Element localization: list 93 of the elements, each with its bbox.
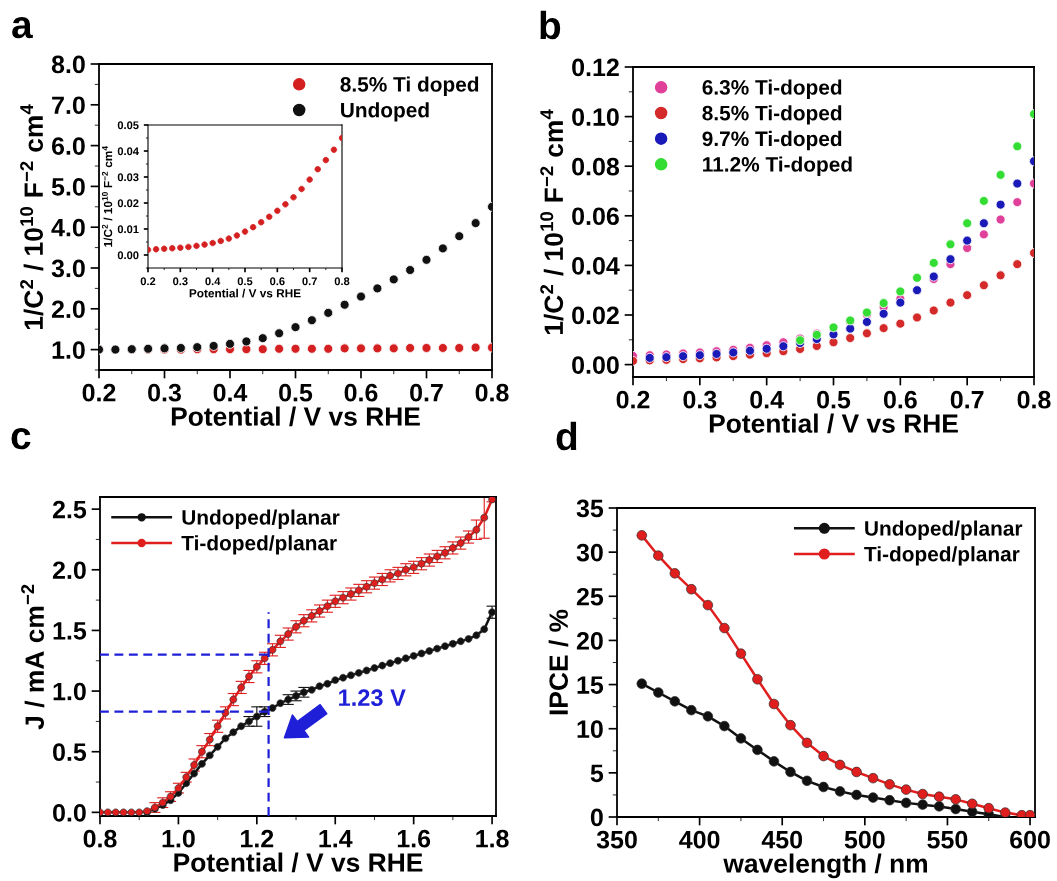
y-tick-label: 1.5 bbox=[53, 622, 87, 640]
y-tick-label: 0.04 bbox=[117, 147, 139, 156]
x-tick-label: 350 bbox=[596, 830, 637, 849]
y-tick-label: 1.0 bbox=[53, 682, 86, 701]
y-tick-label: 35 bbox=[576, 499, 604, 518]
x-tick-label: 1.8 bbox=[476, 829, 509, 848]
x-tick-label: 0.4 bbox=[213, 383, 248, 402]
y-tick-label: 0.5 bbox=[53, 743, 87, 762]
x-tick-label: 600 bbox=[1010, 830, 1050, 849]
legend-label: 8.5% Ti-doped bbox=[702, 105, 842, 125]
x-tick-label: 0.4 bbox=[750, 390, 784, 409]
legend-label: Ti-doped/planar bbox=[181, 535, 337, 555]
x-tick-label: 450 bbox=[761, 830, 803, 849]
x-tick-label: 1.6 bbox=[397, 829, 431, 848]
y-tick-label: 0.00 bbox=[572, 356, 619, 374]
y-tick-label: 20 bbox=[576, 632, 603, 650]
x-tick-label: 0.7 bbox=[410, 383, 443, 402]
x-tick-label: 0.3 bbox=[173, 277, 188, 286]
x-tick-label: 0.4 bbox=[205, 277, 221, 286]
y-tick-label: 0.0 bbox=[53, 803, 86, 822]
x-axis-title: wavelength / nm bbox=[723, 853, 928, 879]
y-tick-label: 0.02 bbox=[572, 306, 619, 325]
x-tick-label: 0.2 bbox=[616, 390, 650, 409]
y-tick-label: 3.0 bbox=[51, 259, 85, 278]
y-tick-label: 5.0 bbox=[51, 178, 85, 196]
y-tick-label: 0.00 bbox=[117, 251, 139, 260]
x-tick-label: 0.7 bbox=[950, 390, 984, 409]
x-tick-label: 0.6 bbox=[883, 390, 917, 409]
x-tick-label: 0.2 bbox=[82, 383, 116, 402]
y-tick-label: 2.0 bbox=[52, 561, 86, 580]
y-tick-label: 8.0 bbox=[51, 55, 85, 74]
x-tick-label: 0.8 bbox=[475, 383, 509, 402]
x-tick-label: 550 bbox=[927, 830, 968, 849]
x-tick-label: 0.6 bbox=[270, 277, 285, 286]
y-tick-label: 0.02 bbox=[117, 199, 139, 208]
chart-title: c bbox=[11, 428, 31, 450]
y-tick-label: 5 bbox=[590, 764, 604, 783]
y-tick-label: 2.0 bbox=[51, 300, 85, 319]
y-tick-label: 4.0 bbox=[51, 218, 85, 237]
legend-label: Ti-doped/planar bbox=[864, 546, 1020, 566]
x-tick-label: 400 bbox=[679, 830, 720, 849]
x-axis-title: Potential / V vs RHE bbox=[189, 288, 301, 298]
y-tick-label: 15 bbox=[577, 676, 604, 694]
y-tick-label: 0.12 bbox=[572, 58, 619, 77]
legend-label: Undoped bbox=[341, 102, 429, 122]
y-axis-title: 1/C$^{2}$ / 10$^{10}$ F$^{−2}$ cm$^{4}$ bbox=[540, 109, 564, 335]
legend-label: 11.2% Ti-doped bbox=[703, 156, 852, 176]
x-tick-label: 0.2 bbox=[140, 277, 156, 286]
y-tick-label: 7.0 bbox=[52, 96, 85, 115]
y-axis-title: J / mA cm$^{−2}$ bbox=[21, 584, 45, 730]
y-tick-label: 0.01 bbox=[117, 225, 139, 234]
chart-title: d bbox=[556, 421, 577, 451]
y-tick-label: 0.06 bbox=[572, 207, 619, 226]
x-tick-label: 0.3 bbox=[148, 383, 181, 402]
x-tick-label: 1.0 bbox=[162, 829, 195, 848]
chart-title: a bbox=[12, 17, 33, 39]
x-tick-label: 0.8 bbox=[1017, 390, 1051, 409]
x-tick-label: 0.8 bbox=[334, 277, 350, 286]
x-axis-title: Potential / V vs RHE bbox=[171, 406, 420, 427]
y-tick-label: 30 bbox=[576, 543, 603, 562]
x-tick-label: 0.5 bbox=[279, 383, 313, 402]
y-tick-label: 10 bbox=[577, 720, 603, 739]
x-tick-label: 0.5 bbox=[237, 277, 253, 286]
x-tick-label: 1.4 bbox=[319, 830, 353, 848]
y-axis-title: 1/C$^{2}$ / 10$^{10}$ F$^{−2}$ cm$^{4}$ bbox=[101, 146, 113, 247]
y-tick-label: 2.5 bbox=[52, 500, 87, 519]
x-tick-label: 1.2 bbox=[241, 829, 274, 848]
y-axis-title: 1/C$^{2}$ / 10$^{10}$ F$^{−2}$ cm$^{4}$ bbox=[20, 104, 44, 330]
legend-label: Undoped/planar bbox=[865, 520, 1023, 540]
x-tick-label: 0.3 bbox=[683, 390, 717, 409]
x-tick-label: 500 bbox=[844, 830, 885, 849]
y-tick-label: 0.04 bbox=[572, 257, 620, 275]
x-axis-title: Potential / V vs RHE bbox=[709, 413, 958, 434]
y-tick-label: 0 bbox=[590, 808, 603, 827]
chart-title: b bbox=[540, 10, 561, 40]
legend-label: 6.3% Ti-doped bbox=[702, 79, 842, 99]
y-tick-label: 6.0 bbox=[51, 137, 85, 155]
legend-label: 9.7% Ti-doped bbox=[702, 130, 842, 151]
y-axis-title: IPCE / % bbox=[548, 609, 569, 715]
y-tick-label: 0.03 bbox=[117, 173, 139, 182]
x-tick-label: 0.6 bbox=[344, 383, 378, 402]
x-axis-title: Potential / V vs RHE bbox=[174, 852, 423, 873]
x-tick-label: 0.7 bbox=[302, 277, 317, 286]
annotation: 1.23 V bbox=[339, 689, 406, 707]
y-tick-label: 0.08 bbox=[572, 157, 620, 176]
y-tick-label: 0.05 bbox=[117, 121, 139, 130]
y-tick-label: 0.10 bbox=[572, 108, 619, 126]
legend-label: Undoped/planar bbox=[182, 509, 340, 529]
x-tick-label: 0.8 bbox=[83, 829, 117, 848]
legend-label: 8.5% Ti doped bbox=[340, 76, 479, 96]
y-tick-label: 25 bbox=[576, 587, 604, 606]
y-tick-label: 1.0 bbox=[52, 341, 85, 359]
x-tick-label: 0.5 bbox=[817, 390, 851, 409]
